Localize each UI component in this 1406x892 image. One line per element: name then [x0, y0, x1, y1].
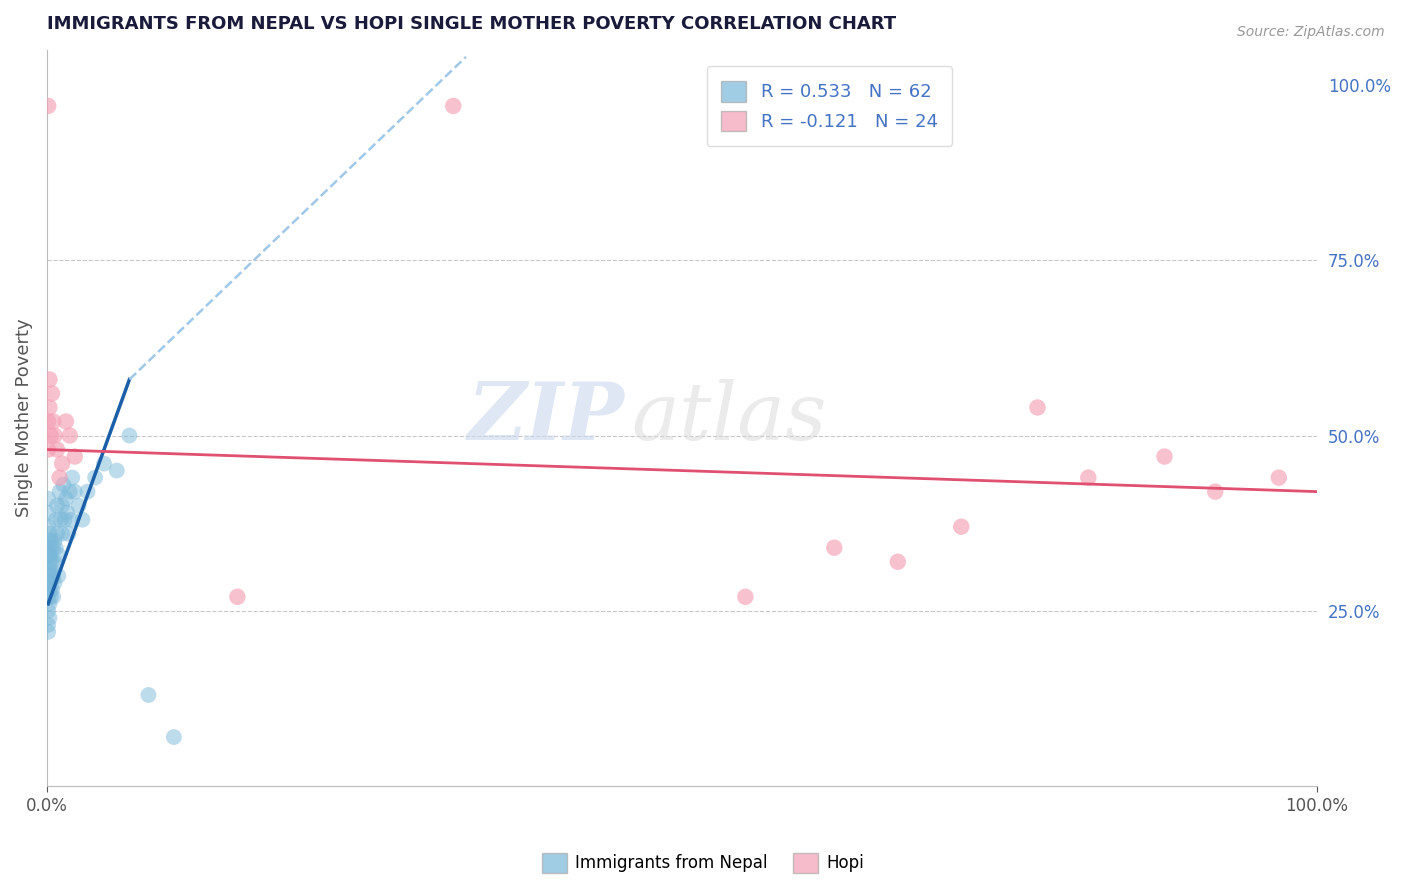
- Text: IMMIGRANTS FROM NEPAL VS HOPI SINGLE MOTHER POVERTY CORRELATION CHART: IMMIGRANTS FROM NEPAL VS HOPI SINGLE MOT…: [46, 15, 896, 33]
- Point: [63, 484, 86, 499]
- Point: [37, 624, 59, 639]
- Point: [44, 555, 66, 569]
- Point: [38, 548, 60, 562]
- Point: [41, 555, 63, 569]
- Point: [1204, 484, 1226, 499]
- Point: [37, 562, 59, 576]
- Point: [76, 484, 98, 499]
- Point: [49, 513, 72, 527]
- Point: [45, 541, 67, 555]
- Point: [46, 442, 69, 457]
- Point: [39, 533, 62, 548]
- Point: [39, 562, 62, 576]
- Point: [37, 575, 59, 590]
- Point: [37, 590, 59, 604]
- Point: [1153, 450, 1175, 464]
- Point: [42, 541, 65, 555]
- Point: [46, 548, 69, 562]
- Point: [63, 450, 86, 464]
- Text: atlas: atlas: [631, 379, 827, 457]
- Point: [46, 526, 69, 541]
- Point: [118, 428, 141, 442]
- Point: [38, 568, 60, 582]
- Text: ZIP: ZIP: [468, 379, 624, 457]
- Point: [48, 484, 70, 499]
- Point: [1268, 470, 1291, 484]
- Point: [39, 575, 62, 590]
- Point: [37, 506, 59, 520]
- Point: [37, 415, 59, 429]
- Point: [55, 491, 77, 506]
- Point: [105, 464, 128, 478]
- Point: [38, 372, 60, 386]
- Point: [38, 597, 60, 611]
- Point: [44, 428, 66, 442]
- Point: [55, 415, 77, 429]
- Point: [46, 568, 69, 582]
- Point: [58, 526, 80, 541]
- Point: [37, 582, 59, 597]
- Point: [37, 99, 59, 113]
- Point: [51, 499, 73, 513]
- Point: [37, 442, 59, 457]
- Point: [887, 555, 910, 569]
- Point: [60, 470, 83, 484]
- Point: [226, 590, 249, 604]
- Point: [52, 477, 75, 491]
- Point: [138, 688, 160, 702]
- Point: [39, 548, 62, 562]
- Point: [37, 548, 59, 562]
- Point: [38, 401, 60, 415]
- Point: [42, 415, 65, 429]
- Point: [38, 582, 60, 597]
- Point: [72, 513, 94, 527]
- Point: [59, 428, 82, 442]
- Point: [56, 506, 79, 520]
- Point: [46, 499, 69, 513]
- Point: [45, 513, 67, 527]
- Point: [37, 519, 59, 533]
- Point: [37, 618, 59, 632]
- Point: [41, 582, 63, 597]
- Point: [37, 491, 59, 506]
- Point: [41, 386, 63, 401]
- Point: [93, 457, 115, 471]
- Point: [441, 99, 464, 113]
- Point: [48, 470, 70, 484]
- Point: [823, 541, 845, 555]
- Point: [1077, 470, 1099, 484]
- Point: [67, 499, 90, 513]
- Point: [44, 533, 66, 548]
- Point: [60, 513, 83, 527]
- Point: [42, 590, 65, 604]
- Y-axis label: Single Mother Poverty: Single Mother Poverty: [15, 318, 32, 517]
- Text: Source: ZipAtlas.com: Source: ZipAtlas.com: [1237, 25, 1385, 39]
- Point: [38, 541, 60, 555]
- Point: [734, 590, 756, 604]
- Legend: R = 0.533   N = 62, R = -0.121   N = 24: R = 0.533 N = 62, R = -0.121 N = 24: [707, 66, 952, 146]
- Point: [59, 484, 82, 499]
- Point: [41, 568, 63, 582]
- Point: [51, 526, 73, 541]
- Point: [163, 730, 186, 744]
- Point: [37, 533, 59, 548]
- Point: [42, 568, 65, 582]
- Legend: Immigrants from Nepal, Hopi: Immigrants from Nepal, Hopi: [536, 847, 870, 880]
- Point: [84, 470, 107, 484]
- Point: [51, 457, 73, 471]
- Point: [39, 428, 62, 442]
- Point: [39, 590, 62, 604]
- Point: [1026, 401, 1049, 415]
- Point: [950, 519, 973, 533]
- Point: [38, 611, 60, 625]
- Point: [37, 604, 59, 618]
- Point: [44, 575, 66, 590]
- Point: [38, 555, 60, 569]
- Point: [53, 513, 76, 527]
- Point: [38, 526, 60, 541]
